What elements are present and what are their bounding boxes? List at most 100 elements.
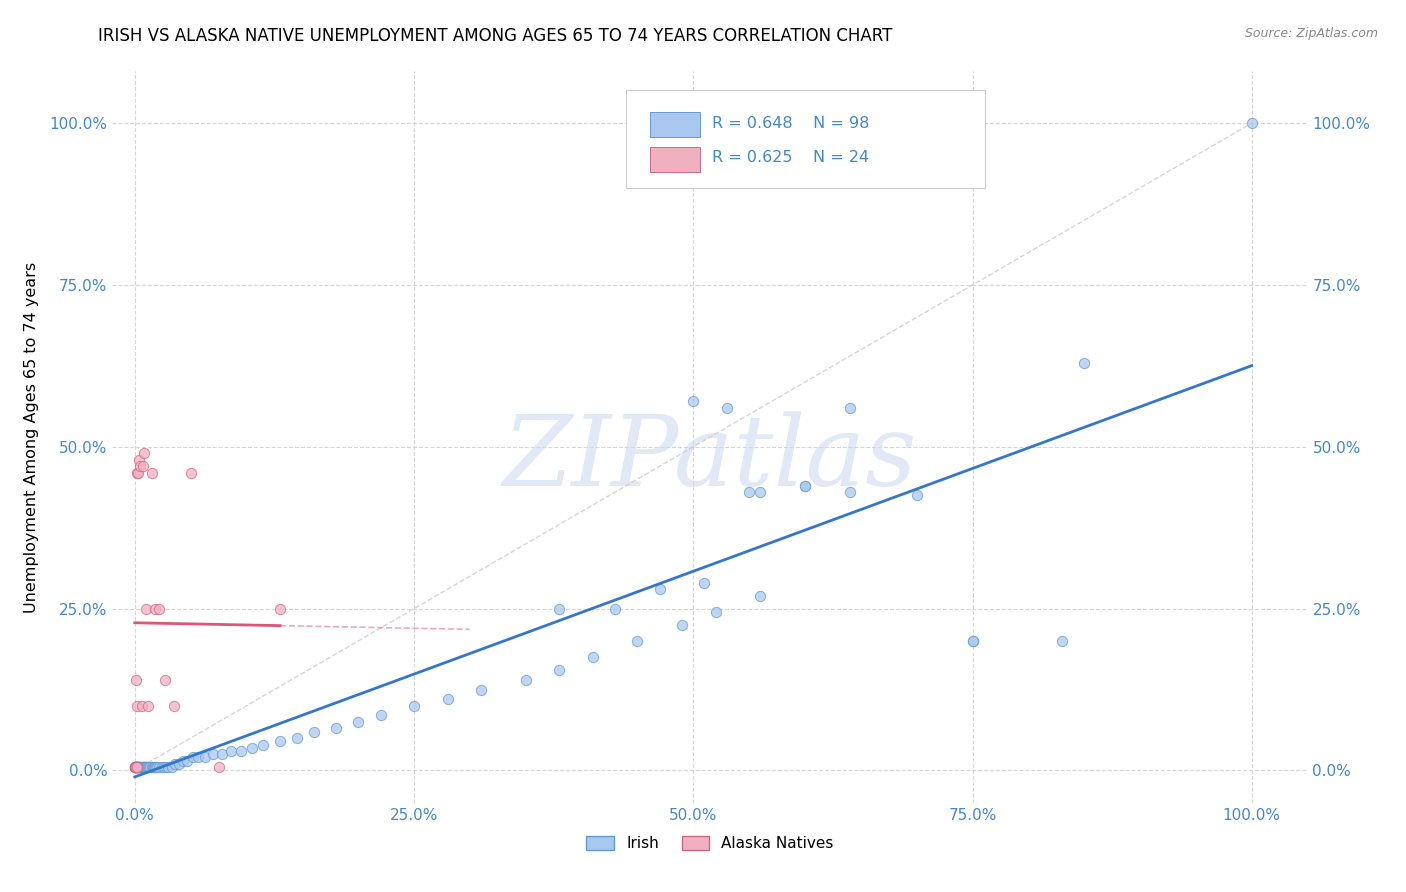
Point bbox=[142, 760, 165, 774]
Point bbox=[962, 634, 984, 648]
Point bbox=[302, 724, 325, 739]
Point bbox=[139, 760, 162, 774]
Point bbox=[838, 485, 860, 500]
Point bbox=[134, 760, 156, 774]
Point bbox=[127, 466, 149, 480]
Point bbox=[738, 485, 761, 500]
Point bbox=[132, 446, 155, 460]
Point bbox=[124, 760, 146, 774]
Point bbox=[136, 760, 159, 774]
Point bbox=[150, 760, 173, 774]
Point bbox=[127, 760, 149, 774]
Point bbox=[962, 634, 984, 648]
Point bbox=[207, 760, 229, 774]
Point bbox=[582, 650, 605, 665]
Point bbox=[794, 478, 817, 492]
Text: R = 0.625    N = 24: R = 0.625 N = 24 bbox=[713, 150, 869, 165]
Point bbox=[172, 754, 194, 768]
Text: ZIPatlas: ZIPatlas bbox=[503, 411, 917, 507]
Point bbox=[124, 760, 146, 774]
Point bbox=[648, 582, 671, 597]
Text: Source: ZipAtlas.com: Source: ZipAtlas.com bbox=[1244, 27, 1378, 40]
Point bbox=[515, 673, 537, 687]
Point bbox=[128, 760, 150, 774]
Point bbox=[1050, 634, 1073, 648]
Point bbox=[671, 617, 693, 632]
Point bbox=[794, 478, 817, 492]
Point bbox=[229, 744, 252, 758]
Point bbox=[148, 601, 170, 615]
Point bbox=[125, 760, 148, 774]
Point bbox=[347, 714, 370, 729]
Point bbox=[125, 760, 148, 774]
Point bbox=[693, 575, 716, 590]
Point bbox=[402, 698, 425, 713]
Point bbox=[131, 698, 153, 713]
Point bbox=[124, 760, 146, 774]
Point bbox=[240, 740, 263, 755]
Point bbox=[153, 673, 176, 687]
Point bbox=[135, 760, 157, 774]
Point bbox=[153, 760, 176, 774]
Point bbox=[131, 459, 153, 474]
Point bbox=[125, 760, 148, 774]
Point bbox=[716, 401, 738, 415]
Point bbox=[252, 738, 274, 752]
Point bbox=[125, 760, 148, 774]
Point bbox=[603, 601, 626, 615]
Point bbox=[129, 459, 152, 474]
Point bbox=[135, 601, 157, 615]
FancyBboxPatch shape bbox=[627, 90, 986, 188]
FancyBboxPatch shape bbox=[651, 112, 700, 137]
Point bbox=[436, 692, 458, 706]
Point bbox=[125, 760, 148, 774]
Point bbox=[138, 760, 160, 774]
Point bbox=[143, 601, 166, 615]
Point bbox=[176, 754, 198, 768]
Point bbox=[219, 744, 242, 758]
Point bbox=[269, 734, 291, 748]
Point bbox=[131, 760, 153, 774]
FancyBboxPatch shape bbox=[651, 146, 700, 171]
Point bbox=[194, 750, 217, 764]
Point bbox=[129, 760, 152, 774]
Point bbox=[127, 760, 149, 774]
Point bbox=[125, 466, 148, 480]
Point bbox=[160, 760, 183, 774]
Point bbox=[169, 756, 191, 771]
Point bbox=[129, 760, 152, 774]
Point bbox=[132, 760, 155, 774]
Point bbox=[285, 731, 308, 745]
Point bbox=[470, 682, 492, 697]
Point bbox=[201, 747, 224, 762]
Text: R = 0.648    N = 98: R = 0.648 N = 98 bbox=[713, 116, 870, 131]
Point bbox=[325, 722, 347, 736]
Point bbox=[125, 673, 148, 687]
Point bbox=[187, 750, 209, 764]
Point bbox=[269, 601, 291, 615]
Point bbox=[181, 750, 204, 764]
Point bbox=[136, 698, 159, 713]
Point bbox=[141, 760, 163, 774]
Point bbox=[211, 747, 233, 762]
Point bbox=[136, 760, 159, 774]
Point bbox=[134, 760, 156, 774]
Point bbox=[125, 760, 148, 774]
Point bbox=[128, 760, 150, 774]
Point bbox=[370, 708, 392, 723]
Point bbox=[180, 466, 202, 480]
Point bbox=[163, 698, 186, 713]
Point bbox=[905, 488, 928, 502]
Point bbox=[548, 663, 571, 677]
Point bbox=[124, 760, 146, 774]
Point bbox=[838, 401, 860, 415]
Point bbox=[136, 760, 159, 774]
Point bbox=[128, 760, 150, 774]
Point bbox=[131, 760, 153, 774]
Point bbox=[145, 760, 167, 774]
Y-axis label: Unemployment Among Ages 65 to 74 years: Unemployment Among Ages 65 to 74 years bbox=[24, 261, 38, 613]
Point bbox=[125, 760, 148, 774]
Text: IRISH VS ALASKA NATIVE UNEMPLOYMENT AMONG AGES 65 TO 74 YEARS CORRELATION CHART: IRISH VS ALASKA NATIVE UNEMPLOYMENT AMON… bbox=[98, 27, 893, 45]
Point bbox=[143, 760, 166, 774]
Point bbox=[129, 760, 152, 774]
